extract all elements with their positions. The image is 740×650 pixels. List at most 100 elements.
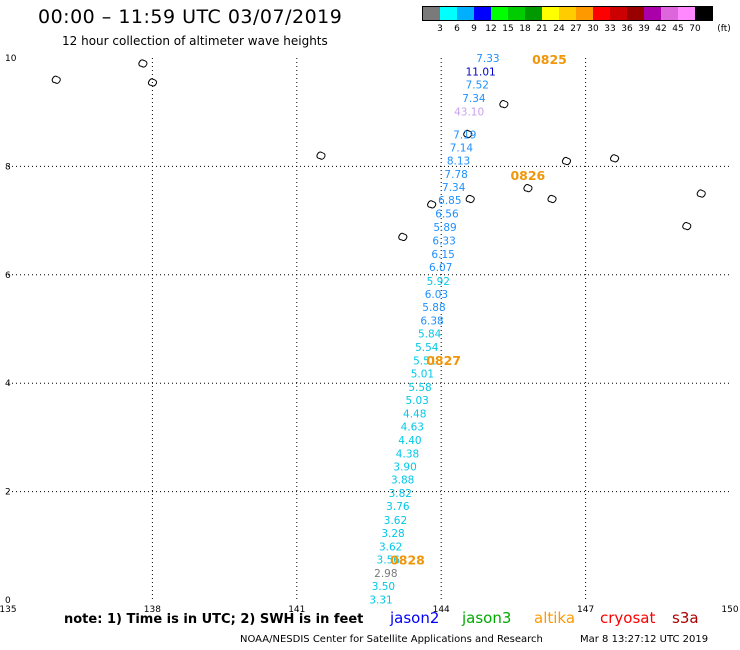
x-tick-label: 141 [288, 605, 305, 615]
color-scale-labels: (ft) 3 6 9 12 15 18 21 24 27 30 33 36 39 42 45 70 [422, 24, 731, 36]
color-scale-label: 42 [655, 24, 667, 34]
time-label: 0826 [510, 168, 545, 183]
legend-cryosat: cryosat [600, 609, 656, 627]
color-scale-swatches [422, 6, 713, 21]
time-label: 0828 [390, 552, 425, 567]
island-outline [427, 200, 437, 209]
wave-height-value: 43.10 [454, 107, 484, 119]
wave-height-value: 7.78 [444, 169, 467, 181]
wave-height-value: 5.01 [411, 368, 434, 380]
color-swatch [576, 7, 593, 20]
color-swatch [457, 7, 474, 20]
color-scale-label: 39 [638, 24, 650, 34]
color-swatch [661, 7, 678, 20]
color-scale-label: 33 [604, 24, 616, 34]
color-swatch [508, 7, 525, 20]
island-outline [138, 59, 148, 68]
wave-height-value: 7.34 [442, 182, 466, 194]
time-label: 0825 [532, 52, 567, 67]
color-scale: (ft) 3 6 9 12 15 18 21 24 27 30 33 36 39 42 45 70 [422, 6, 731, 36]
color-swatch [542, 7, 559, 20]
y-tick-label: 6 [5, 271, 11, 281]
island-outline [499, 100, 509, 109]
color-scale-label: 45 [672, 24, 684, 34]
color-swatch [440, 7, 457, 20]
wave-height-value: 7.34 [462, 93, 486, 105]
color-swatch [474, 7, 491, 20]
wave-height-value: 7.19 [453, 129, 476, 141]
map-subtitle: 12 hour collection of altimeter wave hei… [62, 34, 328, 48]
x-tick-label: 150 [721, 605, 738, 615]
wave-height-value: 6.03 [425, 289, 448, 301]
wave-height-value: 5.03 [405, 395, 428, 407]
y-tick-label: 0 [5, 596, 11, 606]
credit-line: NOAA/NESDIS Center for Satellite Applica… [240, 634, 543, 645]
legend-jason3: jason3 [462, 609, 512, 627]
color-swatch [695, 7, 712, 20]
y-tick-label: 2 [5, 488, 11, 498]
wave-height-value: 3.82 [389, 488, 412, 500]
island-outline [316, 151, 326, 160]
y-tick-label: 10 [5, 54, 17, 64]
generated-timestamp: Mar 8 13:27:12 UTC 2019 [580, 634, 709, 645]
wave-height-value: 3.88 [391, 475, 414, 487]
wave-height-value: 3.31 [369, 594, 392, 606]
wave-height-value: 5.88 [422, 302, 445, 314]
wave-height-value: 3.62 [384, 515, 407, 527]
color-swatch [627, 7, 644, 20]
color-swatch [644, 7, 661, 20]
color-swatch [423, 7, 440, 20]
wave-height-value: 7.52 [466, 80, 489, 92]
island-outline [398, 232, 408, 242]
color-scale-label: 18 [519, 24, 531, 34]
wave-height-value: 3.62 [379, 541, 402, 553]
wave-height-value: 2.98 [374, 568, 397, 580]
island-outline [682, 221, 692, 231]
wave-height-value: 5.89 [433, 222, 456, 234]
wave-height-value: 4.38 [396, 449, 419, 461]
island-outline [523, 184, 533, 193]
wave-height-value: 4.40 [398, 435, 421, 447]
wave-height-value: 5.51 [413, 355, 436, 367]
wave-height-value: 3.90 [393, 462, 416, 474]
wave-height-value: 5.58 [408, 382, 431, 394]
color-scale-label: 3 [437, 24, 443, 34]
wave-height-value: 3.56 [377, 554, 401, 566]
x-tick-label: 144 [433, 605, 450, 615]
island-outline [463, 129, 473, 139]
map-title: 00:00 – 11:59 UTC 03/07/2019 [38, 6, 343, 28]
wave-height-value: 5.54 [415, 342, 439, 354]
wave-height-value: 6.07 [429, 262, 452, 274]
time-labels: 0825 0826 0827 0828 [390, 52, 567, 567]
wave-height-value: 6.15 [431, 249, 454, 261]
x-tick-label: 135 [0, 605, 17, 615]
wave-height-value: 11.01 [466, 67, 496, 79]
island-outlines [51, 59, 706, 242]
footnote: note: 1) Time is in UTC; 2) SWH is in fe… [64, 612, 364, 627]
wave-height-value: 6.33 [432, 236, 455, 248]
wave-height-value: 8.13 [447, 155, 470, 167]
island-outline [465, 194, 475, 204]
color-scale-label: 21 [536, 24, 548, 34]
color-swatch [525, 7, 542, 20]
island-outline [547, 194, 557, 204]
y-tick-label: 8 [5, 162, 11, 172]
island-outline [51, 75, 61, 84]
color-scale-unit: (ft) [717, 24, 731, 34]
wave-height-value: 3.28 [381, 528, 404, 540]
wave-height-value: 3.76 [386, 501, 410, 513]
wave-height-value: 4.48 [403, 409, 426, 421]
color-swatch [593, 7, 610, 20]
wave-height-value: 5.92 [427, 276, 450, 288]
wave-height-value: 6.38 [420, 315, 443, 327]
color-scale-label: 6 [454, 24, 460, 34]
wave-height-value: 3.50 [372, 581, 395, 593]
wave-height-value: 7.14 [450, 142, 474, 154]
map-grid [8, 58, 730, 600]
legend-jason2: jason2 [390, 609, 440, 627]
color-swatch [559, 7, 576, 20]
color-swatch [491, 7, 508, 20]
wave-height-value: 7.33 [476, 53, 499, 65]
island-outline [561, 156, 572, 166]
